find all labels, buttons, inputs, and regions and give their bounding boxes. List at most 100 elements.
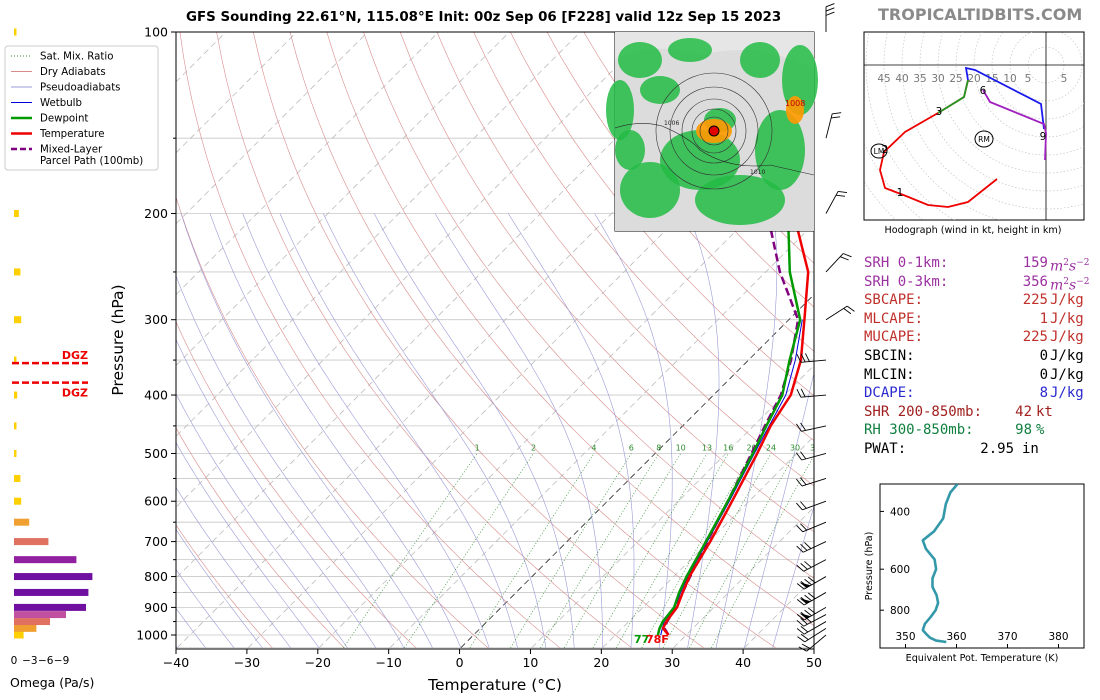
theta-e-y-tick-label: 400 (890, 506, 910, 518)
stat-row: PWAT: 2.95 in (864, 440, 1094, 459)
isotherm-line (460, 293, 814, 649)
wind-barb-feather (832, 112, 842, 115)
stat-value: 0 (1039, 366, 1048, 383)
stat-value: 8 (1039, 385, 1048, 402)
wind-barb-feather (808, 607, 816, 614)
map-isobar (691, 108, 737, 154)
hodograph-ring-label: 35 (913, 73, 926, 85)
wind-barb-feather (796, 423, 802, 432)
hodograph-height-label: 9 (1040, 131, 1047, 143)
mixing-ratio-label: 16 (723, 443, 733, 452)
hodograph-ring-label: 5 (1061, 73, 1068, 85)
pseudoadiabat (508, 213, 635, 648)
stat-value: 98 (1015, 422, 1032, 439)
wind-barb (825, 305, 855, 321)
wind-barb-feather (800, 617, 808, 625)
stat-value: 0 (1039, 347, 1048, 364)
legend-label: Dry Adiabats (40, 67, 106, 78)
omega-bar (14, 588, 89, 596)
pseudoadiabat (176, 393, 348, 648)
wind-barb-feather (800, 422, 806, 431)
hodograph-ring-label: 20 (967, 73, 980, 85)
temperature-line (661, 32, 810, 636)
stat-unit: % (1036, 422, 1045, 439)
hodograph-ring-label: 5 (1025, 73, 1032, 85)
theta-e-x-tick-label: 380 (1048, 631, 1068, 643)
mixing-ratio-line (540, 453, 660, 648)
stat-value: 356 (1022, 273, 1048, 290)
stat-value: 42 (1015, 403, 1032, 420)
omega-bar (14, 538, 49, 546)
hodograph-segment-3-6km (937, 79, 969, 114)
omega-bar (14, 422, 17, 430)
legend-label: Parcel Path (100mb) (40, 156, 143, 167)
map-precip-blob (618, 42, 662, 78)
omega-tick-label: −9 (54, 655, 69, 667)
dgz-label: DGZ (62, 387, 88, 400)
theta-e-x-tick-label: 350 (895, 631, 915, 643)
wind-barb-feather (808, 592, 816, 599)
stat-row: SRH 0-3km: 356 m2s−2 (864, 273, 1094, 294)
omega-bar (14, 268, 21, 276)
wind-barb-feather (795, 452, 803, 461)
hodograph-segment-9km (982, 89, 1047, 161)
omega-panel: 0 −3 −6 −9 DGZ DGZ (11, 28, 93, 667)
mixing-ratio-label: 1 (475, 443, 480, 452)
wind-barb-feather (796, 599, 805, 606)
theta-e-x-tick-label: 360 (946, 631, 966, 643)
stat-value: 2.95 (980, 440, 1014, 457)
legend-label: Dewpoint (40, 114, 88, 125)
stat-label: DCAPE: (864, 385, 915, 402)
wind-barb-feather (800, 353, 806, 363)
pseudoadiabat (687, 213, 720, 648)
pseudoadiabat (176, 607, 206, 648)
hodograph-height-label: 1 (897, 187, 904, 199)
wind-barb-feather (838, 190, 848, 194)
mixing-ratio-label: 4 (591, 443, 596, 452)
wind-barb-staff (803, 559, 827, 572)
stat-label: SBCAPE: (864, 292, 924, 309)
mixing-ratio-label: 10 (676, 443, 686, 452)
isotherm-line (176, 32, 439, 296)
hodograph-height-label: 2 (882, 144, 889, 156)
left-mover-label: LM (874, 147, 885, 156)
wind-barb (798, 634, 827, 652)
isotherm-line (176, 32, 510, 367)
x-tick-label: 40 (735, 655, 751, 670)
wind-barb (796, 559, 827, 572)
pseudoadiabat (322, 213, 547, 648)
wind-barb-feather (835, 194, 846, 197)
wind-barb-feather (804, 578, 812, 586)
hodograph-height-label: 6 (980, 85, 987, 97)
isotherm-line (176, 32, 652, 508)
wind-barb-feather (800, 523, 808, 531)
wind-barb-staff (825, 113, 833, 139)
wind-barb-feather (831, 116, 841, 119)
stat-unit: kt (1036, 403, 1053, 420)
wind-barb-feather (804, 542, 812, 549)
omega-bar (14, 474, 21, 482)
wind-barb-feather (825, 7, 835, 12)
wind-barb (825, 112, 842, 139)
skewt-ylabel: Pressure (hPa) (109, 284, 127, 395)
wind-barb-feather (798, 646, 807, 652)
stat-label: RH 300-850mb: (864, 422, 974, 439)
hodograph-ring-label: 10 (1003, 73, 1016, 85)
dry-adiabat (289, 32, 776, 649)
wind-barb-feather (796, 525, 804, 533)
stat-label: MUCAPE: (864, 329, 924, 346)
stat-unit: J/kg (1050, 292, 1084, 309)
mixing-ratio-label: 24 (766, 443, 776, 452)
dry-adiabat (326, 32, 814, 626)
mixing-ratio-label: 20 (746, 443, 756, 452)
wind-barb-feather (805, 353, 810, 362)
skewt-xlabel: Temperature (°C) (427, 676, 562, 694)
stat-unit: m2s−2 (1050, 258, 1090, 275)
theta-e-y-tick-label: 600 (890, 564, 910, 576)
legend-label: Pseudoadiabats (40, 83, 121, 94)
hodograph-ring-label: 25 (949, 73, 962, 85)
stat-row: RH 300-850mb: 98% (864, 421, 1094, 440)
pseudoadiabat (176, 275, 405, 648)
hodograph-xlabel: Hodograph (wind in kt, height in km) (885, 225, 1062, 236)
